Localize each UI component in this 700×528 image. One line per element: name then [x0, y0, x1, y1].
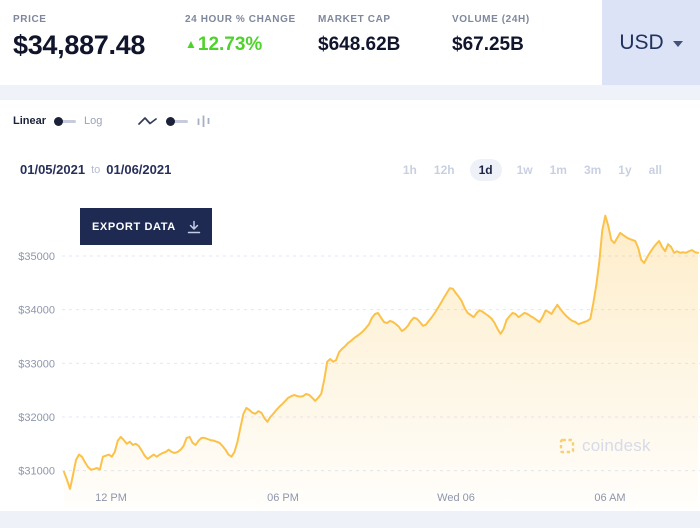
chart-type-switch[interactable]: [166, 116, 189, 126]
bottom-section-strip: [0, 511, 700, 528]
end-date[interactable]: 01/06/2021: [106, 162, 172, 177]
scale-toggle-switch[interactable]: [54, 116, 77, 126]
toggle-track: [61, 119, 77, 123]
y-tick-label: $32000: [18, 412, 55, 424]
toggle-knob: [166, 116, 176, 126]
stat-volume: VOLUME (24H) $67.25B: [452, 0, 582, 85]
up-arrow-icon: ▲: [185, 37, 197, 51]
interval-1m[interactable]: 1m: [549, 163, 567, 177]
chevron-down-icon: [672, 41, 683, 47]
stat-market-cap: MARKET CAP $648.62B: [318, 0, 452, 85]
y-tick-label: $34000: [18, 305, 55, 317]
y-tick-label: $35000: [18, 251, 55, 263]
coindesk-logo-icon: [559, 438, 575, 454]
bar-chart-icon[interactable]: [196, 114, 212, 128]
y-tick-label: $33000: [18, 358, 55, 370]
chart-toolbar: Linear Log EXPORT DATA: [13, 108, 213, 245]
toggle-knob: [54, 116, 64, 126]
interval-all[interactable]: all: [648, 163, 662, 177]
interval-1y[interactable]: 1y: [618, 163, 632, 177]
market-cap-value: $648.62B: [318, 34, 401, 55]
price-value: $34,887.48: [13, 30, 146, 60]
line-chart-icon[interactable]: [138, 115, 158, 127]
stats-header: PRICE $34,887.48 24 HOUR % CHANGE ▲12.73…: [0, 0, 700, 85]
watermark-text: coindesk: [582, 436, 651, 455]
x-tick-label: 12 PM: [95, 492, 127, 504]
price-chart: $35000 $34000 $33000 $32000 $31000 12 PM 06 P…: [18, 214, 700, 508]
scale-toggle: Linear Log: [13, 115, 102, 127]
volume-label: VOLUME (24H): [452, 14, 530, 25]
chart-line: [63, 214, 699, 490]
change-label: 24 HOUR % CHANGE: [185, 14, 296, 25]
interval-1d[interactable]: 1d: [469, 159, 502, 181]
date-range-separator: to: [91, 163, 101, 176]
y-tick-label: $31000: [18, 466, 55, 478]
change-percent: 12.73%: [197, 34, 263, 55]
coindesk-watermark: coindesk: [559, 436, 651, 456]
interval-1w[interactable]: 1w: [516, 163, 533, 177]
currency-label: USD: [619, 30, 664, 54]
x-tick-label: 06 AM: [594, 492, 625, 504]
chart-type-toggle: [138, 114, 212, 128]
stat-price: PRICE $34,887.48: [13, 0, 185, 85]
interval-3m[interactable]: 3m: [583, 163, 602, 177]
linear-scale-label[interactable]: Linear: [13, 115, 47, 127]
market-cap-label: MARKET CAP: [318, 14, 391, 25]
chart-area-fill: [64, 215, 698, 508]
price-label: PRICE: [13, 14, 47, 25]
interval-1h[interactable]: 1h: [402, 163, 417, 177]
y-axis-labels: $35000 $34000 $33000 $32000 $31000: [18, 251, 55, 478]
header-divider-strip: [0, 85, 700, 100]
export-data-label: EXPORT DATA: [91, 220, 176, 233]
interval-selector: 1h 12h 1d 1w 1m 3m 1y all: [401, 159, 664, 181]
currency-selector[interactable]: USD: [602, 0, 700, 85]
toggle-track: [173, 119, 189, 123]
start-date[interactable]: 01/05/2021: [20, 162, 86, 177]
log-scale-label[interactable]: Log: [84, 115, 103, 127]
x-axis-labels: 12 PM 06 PM Wed 06 06 AM: [95, 492, 625, 504]
change-value: ▲12.73%: [185, 34, 318, 56]
x-tick-label: 06 PM: [267, 492, 299, 504]
volume-value: $67.25B: [452, 34, 524, 55]
x-tick-label: Wed 06: [437, 492, 475, 504]
export-data-button[interactable]: EXPORT DATA: [80, 208, 213, 245]
date-range: 01/05/2021 to 01/06/2021: [20, 162, 171, 177]
stat-change: 24 HOUR % CHANGE ▲12.73%: [185, 0, 318, 85]
interval-12h[interactable]: 12h: [433, 163, 455, 177]
download-icon: [187, 220, 201, 233]
